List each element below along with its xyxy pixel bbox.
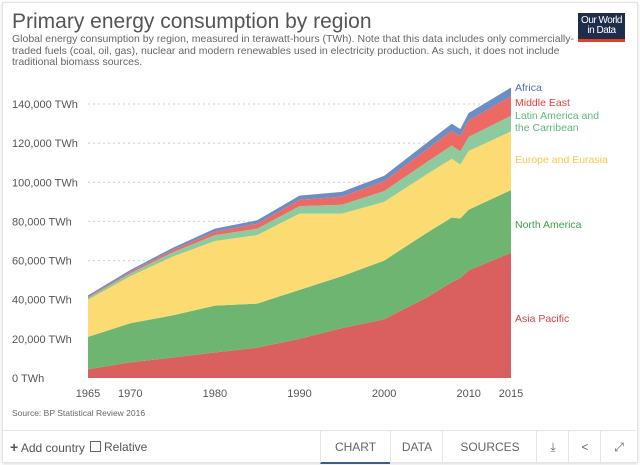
source-note: Source: BP Statistical Review 2016 [12, 408, 146, 418]
y-tick-label: 0 TWh [12, 373, 44, 385]
x-tick-label: 2010 [456, 388, 480, 400]
series-label: Middle East [515, 97, 570, 109]
area-asia-pacific[interactable] [88, 252, 511, 378]
x-tick-label: 1970 [118, 388, 142, 400]
footer-toolbar: + Add country Relative CHART DATA SOURCE… [2, 430, 636, 464]
download-button[interactable]: ⤓ [536, 431, 569, 464]
y-tick-label: 60,000 TWh [12, 256, 72, 268]
area-north-america[interactable] [88, 190, 511, 370]
x-tick-label: 2015 [499, 388, 523, 400]
series-label: Africa [515, 82, 542, 94]
add-country-button[interactable]: + Add country [10, 431, 85, 464]
x-tick-label: 1980 [203, 388, 227, 400]
owid-logo[interactable]: Our World in Data [578, 13, 625, 42]
x-tick-label: 2000 [372, 388, 396, 400]
tab-chart[interactable]: CHART [320, 431, 390, 464]
x-tick-label: 1965 [76, 388, 100, 400]
tab-data[interactable]: DATA [390, 431, 443, 464]
expand-icon: ⤢ [614, 440, 624, 454]
y-tick-label: 140,000 TWh [12, 99, 78, 111]
y-tick-label: 80,000 TWh [12, 216, 72, 228]
y-tick-label: 120,000 TWh [12, 138, 78, 150]
series-label: Latin America and the Carribean [515, 110, 599, 134]
add-country-label: Add country [20, 441, 85, 455]
share-icon: < [581, 440, 589, 454]
relative-checkbox[interactable]: Relative [90, 431, 147, 464]
download-icon: ⤓ [550, 440, 556, 454]
chart-title: Primary energy consumption by region [12, 10, 372, 33]
chart-subtitle: Global energy consumption by region, mea… [12, 33, 575, 68]
share-button[interactable]: < [568, 431, 601, 464]
expand-button[interactable]: ⤢ [600, 431, 637, 464]
series-label: North America [515, 219, 582, 231]
y-tick-label: 40,000 TWh [12, 295, 72, 307]
area-latin-america-and-the-carribean[interactable] [88, 115, 511, 300]
series-label: Europe and Eurasia [515, 154, 608, 166]
y-tick-label: 20,000 TWh [12, 334, 72, 346]
y-tick-label: 100,000 TWh [12, 177, 78, 189]
tab-sources[interactable]: SOURCES [442, 431, 537, 464]
checkbox-icon [90, 441, 101, 452]
x-tick-label: 1990 [287, 388, 311, 400]
relative-label: Relative [104, 440, 148, 454]
series-label: Asia Pacific [515, 313, 569, 325]
plus-icon: + [10, 439, 19, 455]
area-europe-and-eurasia[interactable] [88, 131, 511, 337]
